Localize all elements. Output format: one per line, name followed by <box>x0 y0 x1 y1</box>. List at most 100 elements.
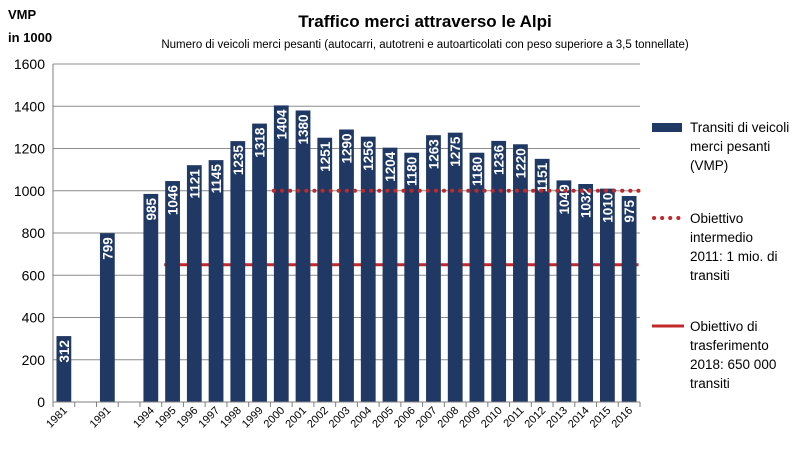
y-tick-label: 1600 <box>14 56 45 72</box>
y-tick-label: 1400 <box>14 98 45 114</box>
chart-subtitle: Numero di veicoli merci pesanti (autocar… <box>161 39 689 51</box>
bar <box>382 147 398 402</box>
legend-item: Obiettivo intermedio 2011: 1 mio. di transi… <box>652 211 778 283</box>
legend-label: Obiettivo di <box>690 319 758 334</box>
legend-item: Obiettivo di trasferimento 2018: 650 000 tr… <box>652 319 776 391</box>
bar-value-label: 1010 <box>600 193 615 223</box>
x-tick-label: 1981 <box>44 405 70 431</box>
bar-value-label: 1404 <box>274 109 289 140</box>
bar <box>339 129 354 403</box>
x-tick-label: 2014 <box>566 405 592 431</box>
y-axis-label-line2: in 1000 <box>8 30 52 45</box>
bar <box>621 196 637 402</box>
x-tick-label: 2003 <box>327 405 353 431</box>
x-tick-label: 1995 <box>153 405 179 431</box>
x-tick-label: 2001 <box>283 405 309 431</box>
x-tick-label: 2015 <box>588 405 614 431</box>
bar-value-label: 1275 <box>448 136 463 167</box>
bar-value-label: 1380 <box>296 114 311 144</box>
x-tick-label: 2010 <box>479 405 505 431</box>
bar-value-label: 1121 <box>187 169 202 199</box>
bar-value-label: 985 <box>144 197 159 220</box>
bar-value-label: 975 <box>622 200 637 223</box>
bar-value-label: 1256 <box>361 140 376 171</box>
legend-label: transiti <box>690 268 730 283</box>
bar <box>317 137 333 402</box>
bar <box>578 183 594 402</box>
bar-value-label: 799 <box>100 237 115 260</box>
y-tick-label: 600 <box>22 267 46 283</box>
x-tick-label: 2013 <box>544 405 570 431</box>
bar <box>143 193 159 402</box>
bar-value-label: 1236 <box>492 144 507 175</box>
bar-value-label: 1180 <box>405 157 420 186</box>
legend-label: (VMP) <box>690 158 728 173</box>
y-tick-label: 200 <box>22 352 46 368</box>
chart-title: Traffico merci attraverso le Alpi <box>298 12 552 31</box>
bar <box>447 132 463 402</box>
x-tick-label: 1996 <box>175 405 201 431</box>
bar <box>491 140 507 402</box>
bar <box>534 158 550 402</box>
bar <box>295 110 311 402</box>
bar-value-label: 1151 <box>535 162 550 192</box>
bar <box>404 152 420 402</box>
y-tick-label: 1000 <box>14 183 45 199</box>
x-tick-label: 1998 <box>218 405 244 431</box>
bar-value-label: 1263 <box>426 139 441 170</box>
bar <box>56 336 72 402</box>
y-tick-label: 0 <box>37 394 45 410</box>
bar <box>273 105 289 402</box>
bar-value-label: 1145 <box>209 164 224 194</box>
bars: 312 799 985 1046 1121 1145 1235 1318 1404 1380 125… <box>56 105 637 403</box>
x-tick-label: 2012 <box>522 405 548 431</box>
legend-label: 2011: 1 mio. di <box>690 249 778 264</box>
x-tick-label: 2009 <box>457 405 483 431</box>
bar-value-label: 1251 <box>318 141 333 172</box>
bar-value-label: 1049 <box>557 184 572 214</box>
bar-value-label: 1032 <box>579 188 594 218</box>
x-tick-label: 1999 <box>240 405 266 431</box>
bar <box>360 136 376 403</box>
legend-swatch-bar <box>652 123 682 132</box>
legend-label: Transiti di veicoli <box>690 120 789 135</box>
legend-label: 2018: 650 000 <box>690 357 776 372</box>
bar <box>208 160 224 402</box>
x-tick-label: 2008 <box>436 405 462 431</box>
bar <box>230 141 246 402</box>
legend-item: Transiti di veicoli merci pesanti (VMP) <box>652 120 789 173</box>
bar <box>165 181 180 402</box>
bar <box>599 188 615 402</box>
x-tick-label: 1997 <box>196 405 222 431</box>
x-tick-label: 2011 <box>501 405 526 430</box>
legend-label: transiti <box>690 376 730 391</box>
y-axis-label-line1: VMP <box>8 7 37 22</box>
y-tick-label: 800 <box>22 225 46 241</box>
bar-value-label: 1204 <box>383 151 398 182</box>
y-tick-label: 400 <box>22 310 46 326</box>
bar <box>469 152 485 402</box>
bar-value-label: 1220 <box>513 148 528 178</box>
legend-label: merci pesanti <box>690 139 770 154</box>
x-tick-label: 1991 <box>88 405 114 431</box>
y-tick-label: 1200 <box>14 141 45 157</box>
legend-label: trasferimento <box>690 338 769 353</box>
bar-value-label: 1318 <box>253 127 268 158</box>
bar <box>513 144 528 402</box>
bar-value-label: 1290 <box>340 133 355 163</box>
bar-value-label: 1235 <box>231 145 246 176</box>
x-tick-label: 2004 <box>349 405 375 431</box>
bar <box>556 180 572 402</box>
bar <box>252 123 267 402</box>
legend-label: Obiettivo <box>690 211 743 226</box>
bar <box>186 165 202 402</box>
bar <box>99 233 115 402</box>
x-tick-label: 1994 <box>131 405 157 431</box>
bar <box>426 135 441 402</box>
x-tick-label: 2000 <box>262 405 288 431</box>
legend-label: intermedio <box>690 230 753 245</box>
bar-value-label: 1180 <box>470 157 485 186</box>
bar-value-label: 1046 <box>166 185 181 216</box>
x-tick-label: 2007 <box>414 405 440 431</box>
